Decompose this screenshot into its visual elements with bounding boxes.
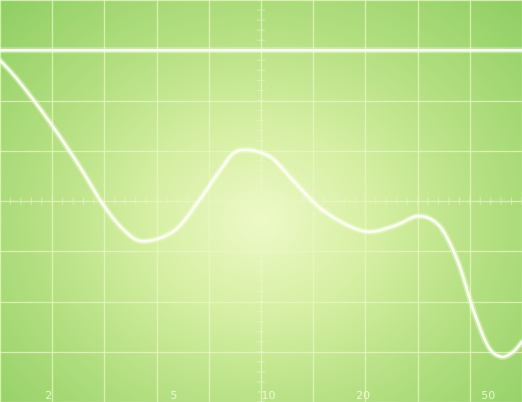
x-tick-label: 5 bbox=[170, 389, 177, 402]
x-tick-label: 10 bbox=[261, 389, 275, 402]
x-tick-label: 50 bbox=[481, 389, 495, 402]
traces bbox=[0, 47, 522, 360]
tick-labels: 2 5 10 20 50 bbox=[45, 389, 495, 402]
x-tick-label: 2 bbox=[45, 389, 52, 402]
trace-line-2 bbox=[0, 59, 522, 359]
x-tick-label: 20 bbox=[356, 389, 370, 402]
